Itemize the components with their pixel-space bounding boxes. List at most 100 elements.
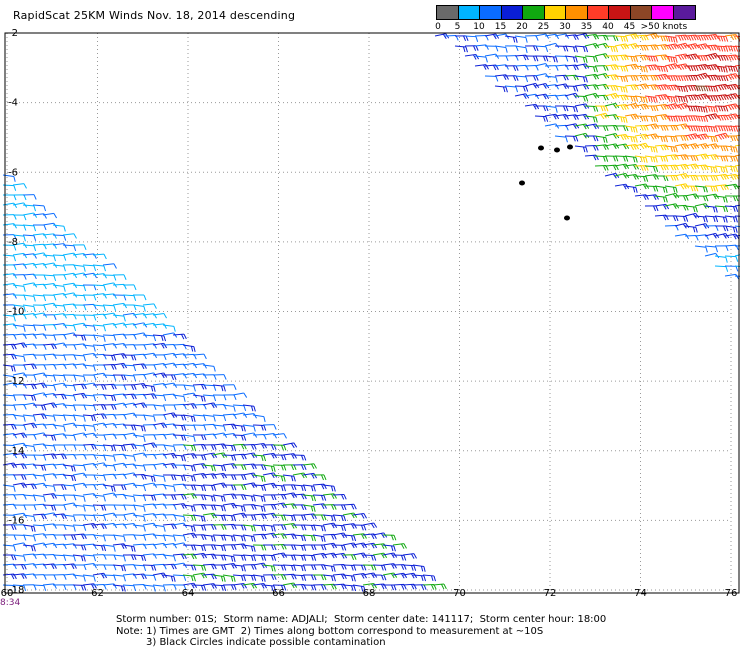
wind-barb [142, 334, 157, 342]
wind-barb [262, 584, 277, 592]
wind-barb [192, 403, 207, 410]
wind-barb [32, 533, 47, 539]
wind-barb [182, 474, 196, 482]
wind-barb [102, 534, 117, 541]
wind-barb [72, 544, 87, 551]
wind-barb [12, 214, 27, 221]
wind-barb [504, 85, 518, 93]
wind-barb [564, 135, 579, 142]
wind-barb [654, 135, 668, 143]
wind-barb [132, 484, 147, 492]
wind-barb [112, 294, 127, 301]
wind-barb [52, 494, 67, 502]
wind-barb [82, 264, 97, 272]
wind-barb [292, 554, 307, 561]
wind-barb [62, 464, 76, 472]
wind-barb [142, 494, 157, 501]
wind-barb [412, 564, 426, 572]
legend-swatch [630, 6, 652, 19]
wind-barb [102, 322, 118, 329]
wind-barb [272, 454, 287, 461]
wind-barb [72, 392, 88, 399]
wind-barb [654, 175, 669, 182]
wind-barb [724, 173, 740, 181]
lat-tick-label: -8 [8, 237, 18, 248]
wind-barb [162, 574, 176, 582]
wind-barb [212, 494, 226, 502]
wind-barb [734, 275, 740, 277]
wind-barb [554, 55, 569, 62]
wind-barb [574, 75, 588, 83]
wind-barb [42, 414, 56, 422]
wind-barb [352, 524, 367, 531]
wind-barb [362, 522, 378, 529]
wind-barb [22, 434, 37, 440]
wind-barb [62, 554, 76, 562]
wind-barb [484, 33, 500, 40]
wind-barb [504, 65, 519, 71]
wind-barb [564, 55, 578, 63]
wind-barb [42, 493, 57, 499]
wind-barb [734, 215, 740, 217]
wind-barb [112, 362, 128, 369]
legend-swatch [587, 6, 609, 19]
wind-barb [464, 35, 479, 42]
wind-barb [12, 534, 27, 541]
wind-barb [102, 544, 116, 552]
wind-barb [92, 404, 107, 410]
wind-barb [72, 444, 87, 451]
wind-barb [352, 584, 366, 592]
wind-barb [714, 245, 729, 252]
wind-barb [52, 504, 67, 511]
wind-barb [82, 493, 97, 499]
wind-barb [624, 95, 639, 102]
wind-barb [484, 45, 499, 52]
wind-barb [192, 524, 207, 531]
wind-barb [32, 294, 47, 302]
wind-barb [664, 185, 678, 193]
wind-barb [112, 413, 127, 420]
wind-barb [52, 264, 66, 272]
wind-barb [22, 234, 37, 241]
wind-barb [142, 384, 156, 392]
wind-barb [704, 165, 718, 173]
wind-barb [704, 143, 720, 150]
legend-label: 30 [559, 22, 571, 32]
wind-barb [192, 454, 207, 461]
wind-barb [192, 463, 207, 469]
wind-barb [644, 174, 659, 180]
wind-barb [292, 484, 307, 492]
wind-barb [82, 404, 97, 412]
wind-barb [62, 444, 77, 451]
wind-barb [12, 194, 27, 201]
wind-barb [182, 424, 197, 431]
wind-barb [172, 584, 187, 591]
wind-barb [342, 564, 357, 571]
wind-barb [182, 493, 197, 499]
wind-barb [614, 143, 630, 150]
wind-barb [182, 532, 198, 539]
wind-barb [172, 434, 187, 441]
wind-barb [212, 504, 226, 512]
wind-barb [614, 155, 629, 162]
wind-barb [22, 244, 37, 252]
wind-barb [32, 344, 47, 350]
wind-barb [734, 265, 740, 268]
wind-barb [92, 304, 106, 312]
wind-barb [282, 484, 297, 491]
wind-barb [644, 165, 659, 172]
wind-barb [202, 583, 217, 589]
wind-barb [574, 95, 589, 102]
wind-barb [202, 374, 217, 380]
wind-barb [252, 554, 267, 561]
wind-barb [322, 564, 336, 572]
wind-barb [92, 564, 107, 571]
wind-barb [654, 155, 669, 162]
wind-barb [694, 164, 709, 171]
wind-barb [12, 404, 27, 410]
wind-barb [212, 584, 227, 591]
wind-barb [262, 544, 277, 551]
wind-barb [534, 55, 549, 62]
wind-barb [12, 354, 26, 362]
wind-barb [82, 284, 97, 291]
